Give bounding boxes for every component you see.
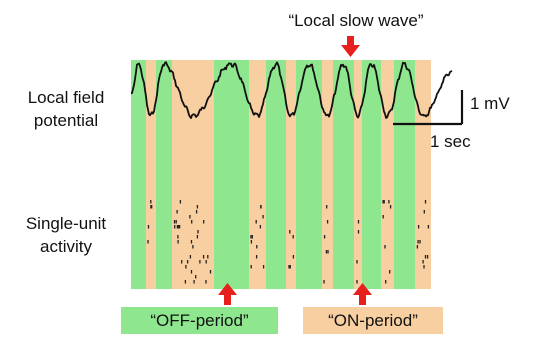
on-period-band [286, 60, 296, 289]
off-period-label-box [121, 307, 278, 334]
lfp-trace [130, 61, 453, 119]
on-period-label: “ON-period” [328, 311, 418, 330]
period-bands [131, 60, 431, 289]
on-period-band [354, 60, 362, 289]
off-period-band [394, 60, 415, 289]
off-period-label: “OFF-period” [150, 311, 249, 330]
off-period-band [131, 60, 146, 289]
spike-raster [147, 200, 430, 284]
lfp-label-line2: potential [33, 111, 99, 130]
scale-voltage-label: 1 mV [470, 94, 510, 113]
on-period-band [249, 60, 266, 289]
on-period-band [381, 60, 394, 289]
arrow-off-period [218, 283, 237, 305]
single-unit-label-line2: activity [40, 237, 92, 256]
arrow-on-period [353, 283, 372, 305]
on-period-band [415, 60, 431, 289]
scale-time-label: 1 sec [430, 132, 471, 151]
scale-bar [393, 90, 464, 126]
on-period-band [146, 60, 156, 289]
off-period-band [362, 60, 381, 289]
off-period-band [266, 60, 286, 289]
off-period-band [296, 60, 322, 289]
off-period-band [333, 60, 354, 289]
local-slow-wave-label: “Local slow wave” [288, 11, 424, 30]
on-period-band [322, 60, 333, 289]
on-period-band [172, 60, 214, 289]
off-period-band [156, 60, 172, 289]
off-period-band [214, 60, 249, 289]
on-period-label-box [303, 307, 443, 334]
single-unit-label-line1: Single-unit [25, 214, 107, 233]
lfp-label-line1: Local field [27, 88, 105, 107]
arrow-local-slow-wave [341, 36, 360, 57]
